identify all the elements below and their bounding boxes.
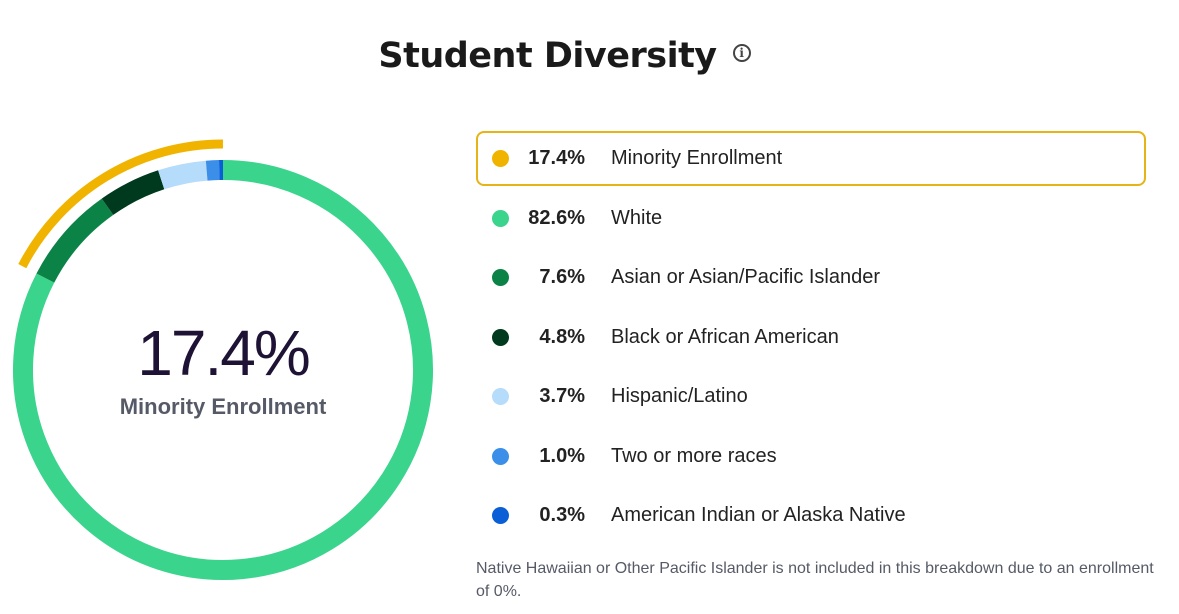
legend-percent: 7.6% <box>539 266 585 288</box>
minority-highlight-arc <box>18 139 223 269</box>
legend-dot <box>492 150 509 167</box>
title-row: Student Diversity i <box>0 36 1129 76</box>
center-value: 17.4% <box>137 317 310 389</box>
page-title: Student Diversity <box>378 36 717 76</box>
legend-item[interactable]: 82.6% White <box>476 191 1146 246</box>
legend-dot <box>492 447 509 465</box>
donut-chart <box>13 139 433 580</box>
legend-dot <box>492 209 509 227</box>
legend-percent: 3.7% <box>539 385 585 407</box>
donut-segment[interactable] <box>36 198 114 283</box>
legend-dot <box>492 328 509 346</box>
legend-dot <box>492 507 509 524</box>
legend-percent: 17.4% <box>528 147 585 169</box>
donut-segment[interactable] <box>205 160 220 181</box>
legend-percent: 4.8% <box>539 325 585 348</box>
legend-item[interactable]: 1.0% Two or more races <box>476 429 1146 484</box>
donut-segment[interactable] <box>101 170 165 216</box>
info-icon[interactable]: i <box>732 44 751 62</box>
legend-label: Minority Enrollment <box>611 147 783 169</box>
legend-dot <box>492 388 509 405</box>
legend-percent: 1.0% <box>539 444 585 467</box>
legend-percent: 0.3% <box>539 504 585 526</box>
center-label: Minority Enrollment <box>119 394 327 419</box>
footnote: Native Hawaiian or Other Pacific Islande… <box>476 560 1154 600</box>
legend-label: Black or African American <box>611 325 839 348</box>
legend-item[interactable]: 3.7% Hispanic/Latino <box>476 369 1146 424</box>
legend: 17.4% Minority Enrollment 82.6% White 7.6% As… <box>476 131 1146 548</box>
legend-label: Hispanic/Latino <box>611 385 748 407</box>
donut-segment[interactable] <box>158 160 208 190</box>
legend-item[interactable]: 4.8% Black or African American <box>476 310 1146 365</box>
legend-label: American Indian or Alaska Native <box>611 504 906 526</box>
legend-label: Two or more races <box>611 444 777 467</box>
legend-item[interactable]: 0.3% American Indian or Alaska Native <box>476 488 1146 543</box>
legend-label: White <box>611 206 663 229</box>
legend-label: Asian or Asian/Pacific Islander <box>611 266 881 288</box>
legend-item[interactable]: 17.4% Minority Enrollment <box>476 131 1146 186</box>
legend-dot <box>492 269 509 286</box>
legend-percent: 82.6% <box>528 206 585 229</box>
donut-segment[interactable] <box>13 160 433 580</box>
legend-item[interactable]: 7.6% Asian or Asian/Pacific Islander <box>476 250 1146 305</box>
